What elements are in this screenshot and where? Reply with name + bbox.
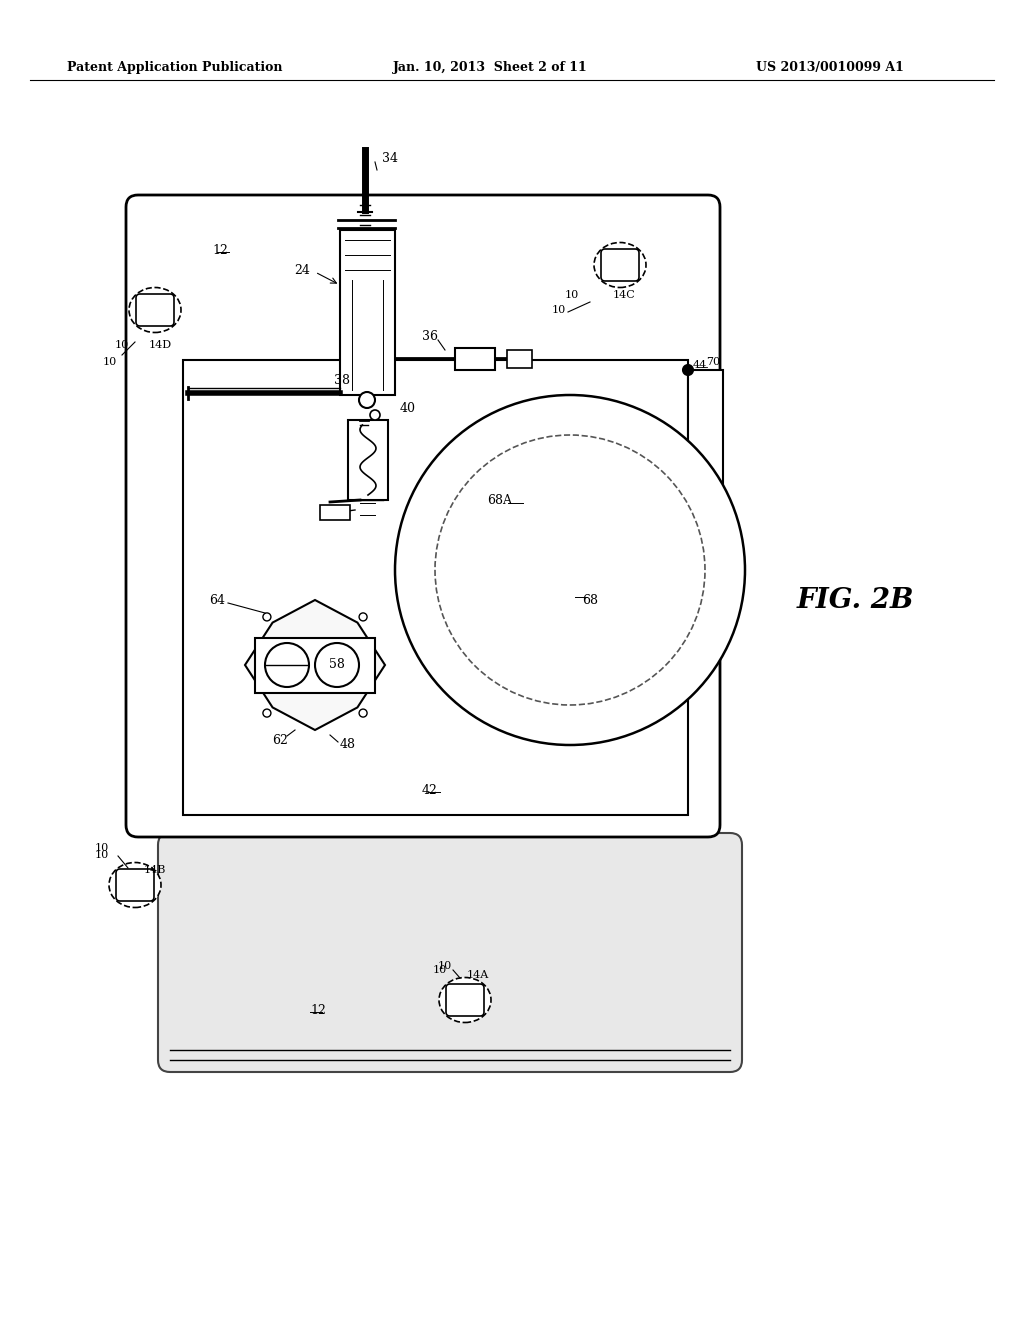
Ellipse shape	[439, 978, 490, 1023]
Text: 68: 68	[582, 594, 598, 606]
Text: 10: 10	[95, 843, 110, 853]
Text: 14C: 14C	[612, 290, 635, 300]
Text: FIG. 2B: FIG. 2B	[797, 586, 913, 614]
Text: Patent Application Publication: Patent Application Publication	[68, 62, 283, 74]
Text: 10: 10	[565, 290, 580, 300]
Text: 14B: 14B	[143, 865, 166, 875]
Text: 34: 34	[382, 152, 398, 165]
Circle shape	[359, 709, 367, 717]
Text: 38: 38	[334, 374, 350, 387]
Text: 12: 12	[310, 1003, 326, 1016]
Circle shape	[395, 395, 745, 744]
Text: 70: 70	[706, 356, 720, 367]
Bar	[348, 420, 388, 500]
Text: 68A: 68A	[487, 494, 512, 507]
Text: 10: 10	[433, 965, 447, 975]
Bar	[455, 348, 495, 370]
Bar	[319, 506, 350, 520]
Bar	[507, 350, 532, 368]
Text: 10: 10	[438, 961, 453, 972]
FancyBboxPatch shape	[158, 833, 742, 1072]
Text: 44: 44	[693, 360, 708, 370]
Text: 14D: 14D	[148, 341, 172, 350]
FancyBboxPatch shape	[126, 195, 720, 837]
Text: 10: 10	[102, 356, 117, 367]
Ellipse shape	[129, 288, 181, 333]
Text: 48: 48	[340, 738, 356, 751]
Circle shape	[370, 411, 380, 420]
Text: 62: 62	[272, 734, 288, 747]
Ellipse shape	[109, 862, 161, 908]
Ellipse shape	[594, 243, 646, 288]
Circle shape	[683, 366, 693, 375]
Text: 24: 24	[294, 264, 310, 276]
Bar	[340, 230, 395, 395]
Circle shape	[263, 709, 271, 717]
Bar	[255, 638, 375, 693]
Bar	[183, 360, 688, 814]
Text: 14A: 14A	[467, 970, 489, 979]
Text: 10: 10	[115, 341, 129, 350]
Text: 42: 42	[422, 784, 438, 796]
Circle shape	[359, 392, 375, 408]
Text: 36: 36	[422, 330, 438, 343]
Bar	[688, 370, 723, 590]
FancyBboxPatch shape	[136, 294, 174, 326]
Text: 10: 10	[95, 850, 110, 861]
Text: Jan. 10, 2013  Sheet 2 of 11: Jan. 10, 2013 Sheet 2 of 11	[392, 62, 588, 74]
Text: 40: 40	[400, 401, 416, 414]
Polygon shape	[245, 601, 385, 730]
Circle shape	[359, 612, 367, 620]
FancyBboxPatch shape	[601, 249, 639, 281]
Text: US 2013/0010099 A1: US 2013/0010099 A1	[756, 62, 904, 74]
Circle shape	[263, 612, 271, 620]
Text: 10: 10	[552, 305, 566, 315]
Text: 12: 12	[212, 243, 228, 256]
FancyBboxPatch shape	[446, 983, 484, 1016]
FancyBboxPatch shape	[116, 869, 154, 902]
Text: 64: 64	[209, 594, 225, 606]
Circle shape	[265, 643, 309, 686]
Circle shape	[315, 643, 359, 686]
Text: 58: 58	[329, 659, 345, 672]
